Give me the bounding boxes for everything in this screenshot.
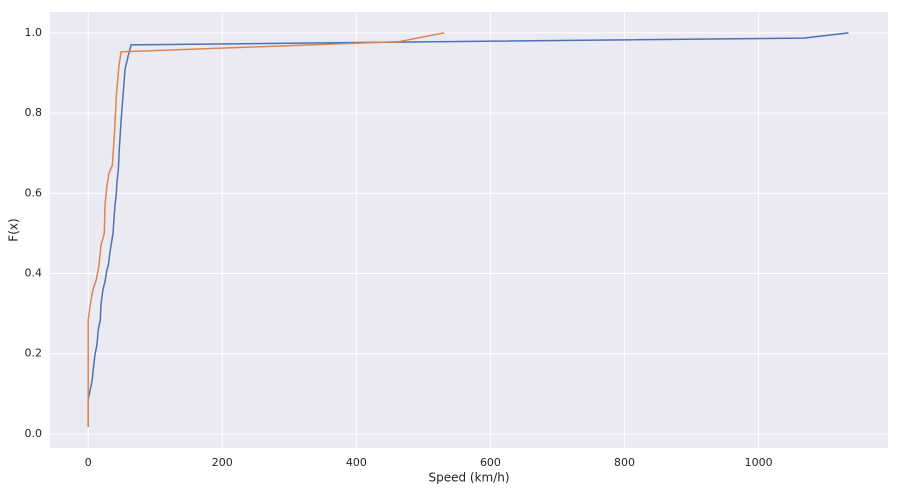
data-line bbox=[87, 32, 849, 428]
y-tick-label: 0.4 bbox=[25, 267, 43, 280]
y-tick-label: 0.0 bbox=[25, 427, 43, 440]
y-axis-label: F(x) bbox=[7, 218, 21, 241]
y-tick-label: 0.2 bbox=[25, 347, 43, 360]
x-tick-label: 1000 bbox=[745, 456, 773, 469]
x-tick-label: 200 bbox=[212, 456, 233, 469]
x-tick-label: 400 bbox=[346, 456, 367, 469]
x-axis-label: Speed (km/h) bbox=[428, 471, 509, 485]
x-tick-label: 600 bbox=[480, 456, 501, 469]
y-tick-label: 1.0 bbox=[25, 26, 43, 39]
x-tick-label: 800 bbox=[614, 456, 635, 469]
y-tick-label: 0.8 bbox=[25, 106, 43, 119]
y-tick-label: 0.6 bbox=[25, 186, 43, 199]
x-tick-label: 0 bbox=[85, 456, 92, 469]
plot-area bbox=[50, 12, 888, 448]
data-line bbox=[87, 32, 445, 428]
